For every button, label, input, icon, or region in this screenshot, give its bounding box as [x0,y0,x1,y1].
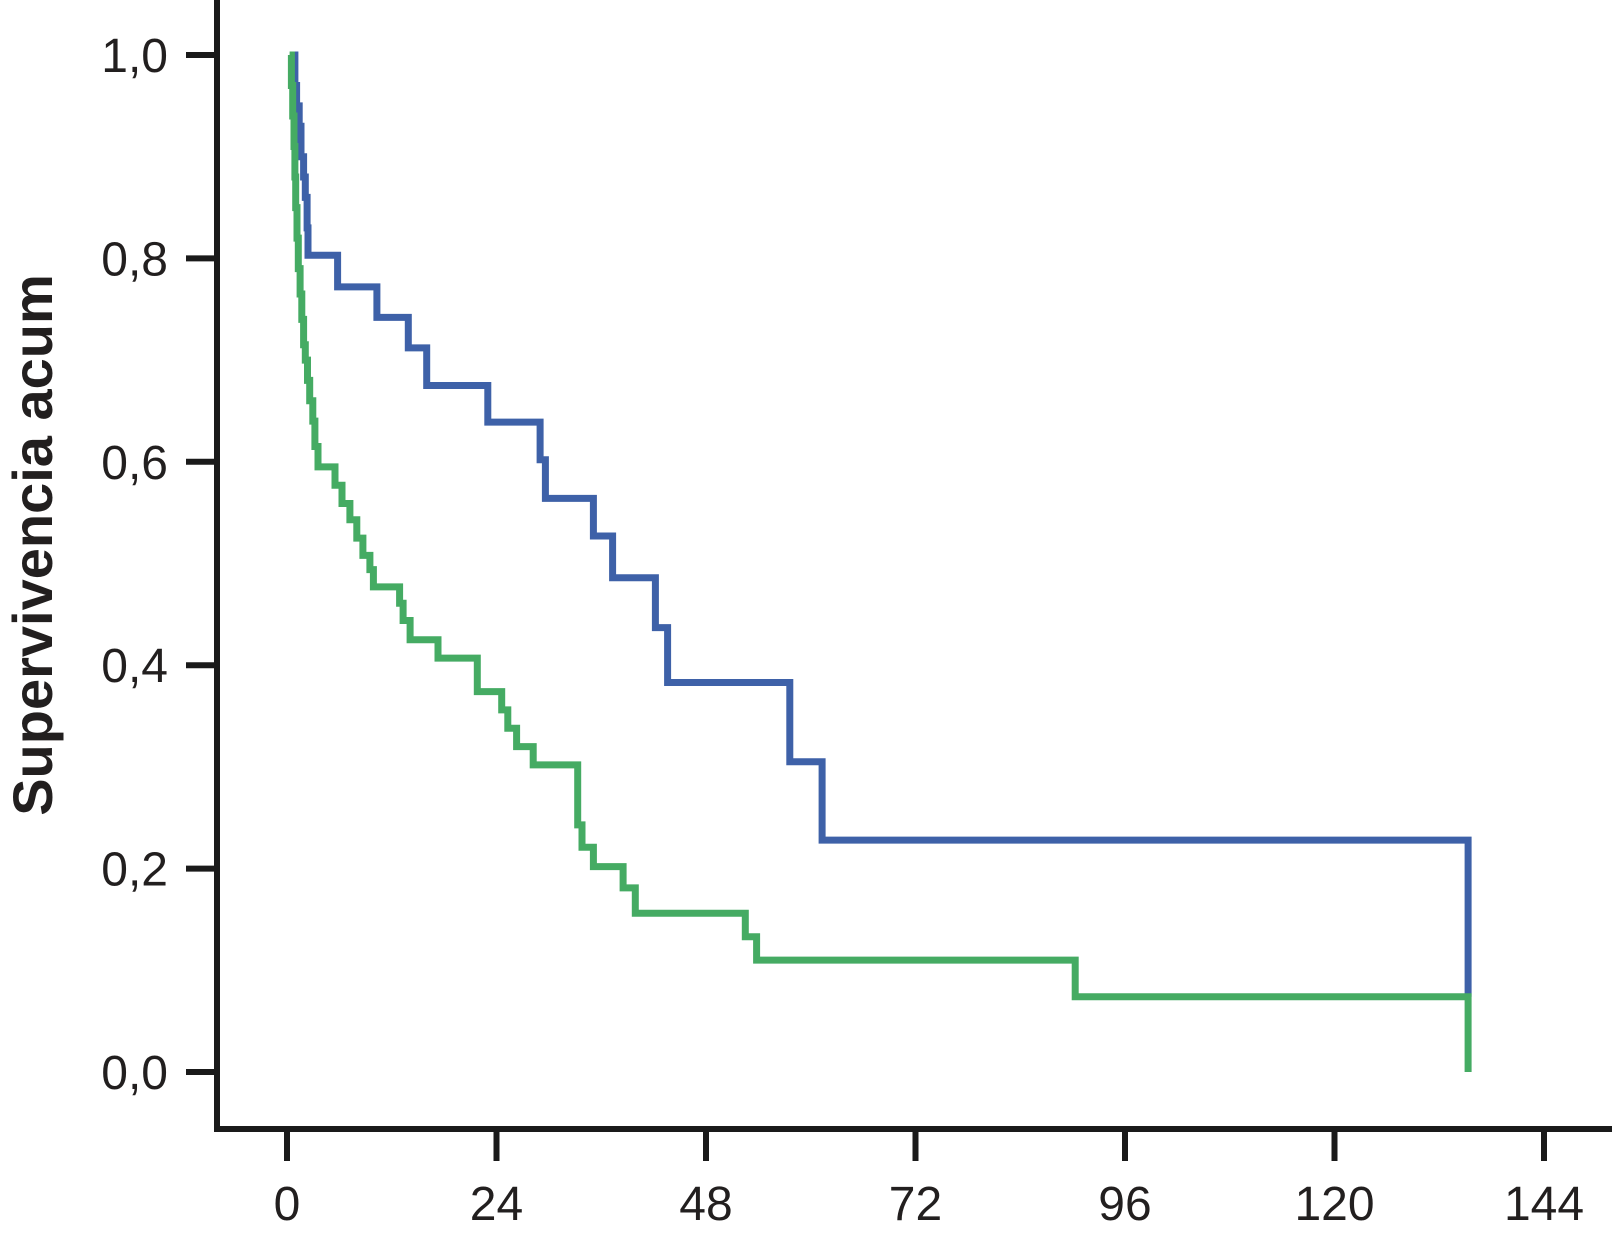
y-tick-label: 0,4 [101,640,168,693]
curve-green [287,51,1472,1072]
y-tick-label: 1,0 [101,30,168,83]
y-tick-label: 0,0 [101,1047,168,1100]
x-tick-label: 96 [1098,1178,1151,1231]
y-tick-label: 0,2 [101,844,168,897]
y-axis-title: Supervivencia acum [1,274,64,816]
axes-group [186,0,1612,1161]
curve-blue [291,51,1472,997]
x-tick-label: 120 [1294,1178,1374,1231]
tick-labels-group: 1,0 0,8 0,6 0,4 0,2 0,0 0 24 48 72 96 120 144 [101,30,1584,1231]
x-tick-label: 24 [470,1178,523,1231]
y-tick-label: 0,8 [101,233,168,286]
x-tick-label: 48 [679,1178,732,1231]
y-tick-label: 0,6 [101,437,168,490]
curves-group [287,51,1472,1072]
x-tick-label: 0 [274,1178,301,1231]
x-tick-label: 144 [1504,1178,1584,1231]
x-tick-label: 72 [889,1178,942,1231]
